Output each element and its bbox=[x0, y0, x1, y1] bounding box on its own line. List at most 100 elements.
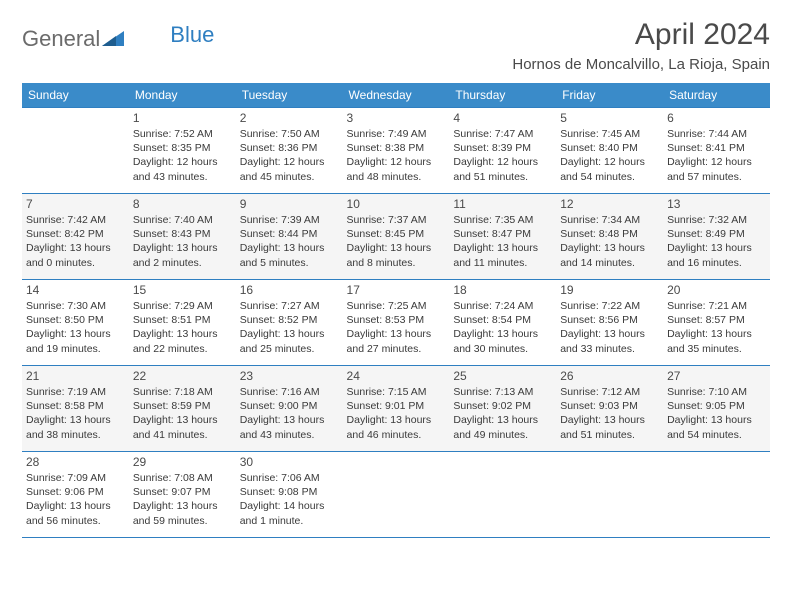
day-info: Sunrise: 7:37 AMSunset: 8:45 PMDaylight:… bbox=[347, 213, 446, 270]
day-info-line: Sunset: 8:58 PM bbox=[26, 399, 125, 413]
day-info: Sunrise: 7:13 AMSunset: 9:02 PMDaylight:… bbox=[453, 385, 552, 442]
day-info-line: Sunset: 8:50 PM bbox=[26, 313, 125, 327]
calendar-cell: 21Sunrise: 7:19 AMSunset: 8:58 PMDayligh… bbox=[22, 366, 129, 452]
calendar-header-row: Sunday Monday Tuesday Wednesday Thursday… bbox=[22, 83, 770, 108]
day-info-line: Sunrise: 7:10 AM bbox=[667, 385, 766, 399]
day-number: 9 bbox=[240, 197, 339, 211]
day-info-line: and 33 minutes. bbox=[560, 342, 659, 356]
day-info-line: and 48 minutes. bbox=[347, 170, 446, 184]
day-info-line: Sunrise: 7:52 AM bbox=[133, 127, 232, 141]
day-info-line: Daylight: 13 hours bbox=[133, 241, 232, 255]
day-info-line: Sunset: 9:02 PM bbox=[453, 399, 552, 413]
calendar-cell: 22Sunrise: 7:18 AMSunset: 8:59 PMDayligh… bbox=[129, 366, 236, 452]
day-info-line: and 14 minutes. bbox=[560, 256, 659, 270]
calendar-cell: 27Sunrise: 7:10 AMSunset: 9:05 PMDayligh… bbox=[663, 366, 770, 452]
day-info-line: Sunset: 8:42 PM bbox=[26, 227, 125, 241]
day-info-line: Sunset: 9:08 PM bbox=[240, 485, 339, 499]
calendar-cell: 30Sunrise: 7:06 AMSunset: 9:08 PMDayligh… bbox=[236, 452, 343, 538]
day-number: 3 bbox=[347, 111, 446, 125]
day-info-line: Sunset: 9:00 PM bbox=[240, 399, 339, 413]
day-info-line: Daylight: 12 hours bbox=[347, 155, 446, 169]
location-text: Hornos de Moncalvillo, La Rioja, Spain bbox=[512, 56, 770, 73]
day-info-line: Daylight: 13 hours bbox=[347, 413, 446, 427]
calendar-cell: 14Sunrise: 7:30 AMSunset: 8:50 PMDayligh… bbox=[22, 280, 129, 366]
day-info-line: Sunrise: 7:24 AM bbox=[453, 299, 552, 313]
day-info-line: Daylight: 13 hours bbox=[133, 327, 232, 341]
day-info-line: Daylight: 13 hours bbox=[26, 241, 125, 255]
calendar-cell: 4Sunrise: 7:47 AMSunset: 8:39 PMDaylight… bbox=[449, 108, 556, 194]
day-info: Sunrise: 7:42 AMSunset: 8:42 PMDaylight:… bbox=[26, 213, 125, 270]
day-info-line: Sunset: 8:44 PM bbox=[240, 227, 339, 241]
day-number: 20 bbox=[667, 283, 766, 297]
day-info-line: and 2 minutes. bbox=[133, 256, 232, 270]
day-info-line: and 41 minutes. bbox=[133, 428, 232, 442]
day-info-line: and 1 minute. bbox=[240, 514, 339, 528]
day-number: 28 bbox=[26, 455, 125, 469]
day-info-line: Sunrise: 7:35 AM bbox=[453, 213, 552, 227]
day-number: 8 bbox=[133, 197, 232, 211]
day-info-line: Sunset: 8:35 PM bbox=[133, 141, 232, 155]
calendar-cell: 7Sunrise: 7:42 AMSunset: 8:42 PMDaylight… bbox=[22, 194, 129, 280]
day-info-line: Daylight: 13 hours bbox=[26, 413, 125, 427]
day-info-line: Daylight: 13 hours bbox=[560, 413, 659, 427]
day-info: Sunrise: 7:24 AMSunset: 8:54 PMDaylight:… bbox=[453, 299, 552, 356]
day-info: Sunrise: 7:15 AMSunset: 9:01 PMDaylight:… bbox=[347, 385, 446, 442]
day-info-line: Sunset: 8:57 PM bbox=[667, 313, 766, 327]
calendar-cell: 23Sunrise: 7:16 AMSunset: 9:00 PMDayligh… bbox=[236, 366, 343, 452]
page-title: April 2024 bbox=[512, 18, 770, 52]
calendar-cell bbox=[556, 452, 663, 538]
day-number: 16 bbox=[240, 283, 339, 297]
day-info-line: and 0 minutes. bbox=[26, 256, 125, 270]
day-info-line: and 43 minutes. bbox=[240, 428, 339, 442]
day-info-line: Sunset: 8:54 PM bbox=[453, 313, 552, 327]
day-info-line: Sunset: 8:36 PM bbox=[240, 141, 339, 155]
day-info-line: Daylight: 13 hours bbox=[26, 327, 125, 341]
calendar-week-row: 7Sunrise: 7:42 AMSunset: 8:42 PMDaylight… bbox=[22, 194, 770, 280]
day-number: 29 bbox=[133, 455, 232, 469]
day-info: Sunrise: 7:29 AMSunset: 8:51 PMDaylight:… bbox=[133, 299, 232, 356]
day-info-line: and 56 minutes. bbox=[26, 514, 125, 528]
day-info-line: Daylight: 13 hours bbox=[560, 327, 659, 341]
day-info: Sunrise: 7:52 AMSunset: 8:35 PMDaylight:… bbox=[133, 127, 232, 184]
day-info-line: Sunset: 8:40 PM bbox=[560, 141, 659, 155]
day-info-line: and 46 minutes. bbox=[347, 428, 446, 442]
day-info-line: and 30 minutes. bbox=[453, 342, 552, 356]
day-info-line: Sunrise: 7:22 AM bbox=[560, 299, 659, 313]
day-info: Sunrise: 7:47 AMSunset: 8:39 PMDaylight:… bbox=[453, 127, 552, 184]
day-info-line: Sunset: 9:03 PM bbox=[560, 399, 659, 413]
day-info-line: Sunset: 8:47 PM bbox=[453, 227, 552, 241]
day-info: Sunrise: 7:16 AMSunset: 9:00 PMDaylight:… bbox=[240, 385, 339, 442]
day-info: Sunrise: 7:27 AMSunset: 8:52 PMDaylight:… bbox=[240, 299, 339, 356]
dow-saturday: Saturday bbox=[663, 83, 770, 108]
page: General Blue April 2024 Hornos de Moncal… bbox=[0, 0, 792, 556]
day-info-line: Sunrise: 7:25 AM bbox=[347, 299, 446, 313]
day-info-line: Daylight: 13 hours bbox=[667, 241, 766, 255]
day-info-line: Sunrise: 7:40 AM bbox=[133, 213, 232, 227]
day-info-line: Daylight: 13 hours bbox=[667, 327, 766, 341]
day-info-line: and 43 minutes. bbox=[133, 170, 232, 184]
day-number: 10 bbox=[347, 197, 446, 211]
day-info-line: and 11 minutes. bbox=[453, 256, 552, 270]
day-info: Sunrise: 7:44 AMSunset: 8:41 PMDaylight:… bbox=[667, 127, 766, 184]
day-info-line: Daylight: 13 hours bbox=[347, 241, 446, 255]
day-number: 24 bbox=[347, 369, 446, 383]
day-info: Sunrise: 7:34 AMSunset: 8:48 PMDaylight:… bbox=[560, 213, 659, 270]
calendar-cell: 18 Sunrise: 7:24 AMSunset: 8:54 PMDayligh… bbox=[449, 280, 556, 366]
day-info-line: and 54 minutes. bbox=[667, 428, 766, 442]
day-info-line: Daylight: 12 hours bbox=[453, 155, 552, 169]
dow-friday: Friday bbox=[556, 83, 663, 108]
day-info: Sunrise: 7:35 AMSunset: 8:47 PMDaylight:… bbox=[453, 213, 552, 270]
day-info-line: Sunset: 8:43 PM bbox=[133, 227, 232, 241]
calendar-cell: 26Sunrise: 7:12 AMSunset: 9:03 PMDayligh… bbox=[556, 366, 663, 452]
day-number: 13 bbox=[667, 197, 766, 211]
day-info-line: Sunset: 9:06 PM bbox=[26, 485, 125, 499]
day-number: 12 bbox=[560, 197, 659, 211]
day-info-line: Sunrise: 7:18 AM bbox=[133, 385, 232, 399]
day-info-line: and 22 minutes. bbox=[133, 342, 232, 356]
day-info-line: Daylight: 13 hours bbox=[133, 413, 232, 427]
day-number: 18 bbox=[453, 283, 552, 297]
day-info-line: Sunrise: 7:47 AM bbox=[453, 127, 552, 141]
day-info-line: Sunrise: 7:37 AM bbox=[347, 213, 446, 227]
calendar-cell: 16 Sunrise: 7:27 AMSunset: 8:52 PMDayligh… bbox=[236, 280, 343, 366]
day-info-line: and 35 minutes. bbox=[667, 342, 766, 356]
